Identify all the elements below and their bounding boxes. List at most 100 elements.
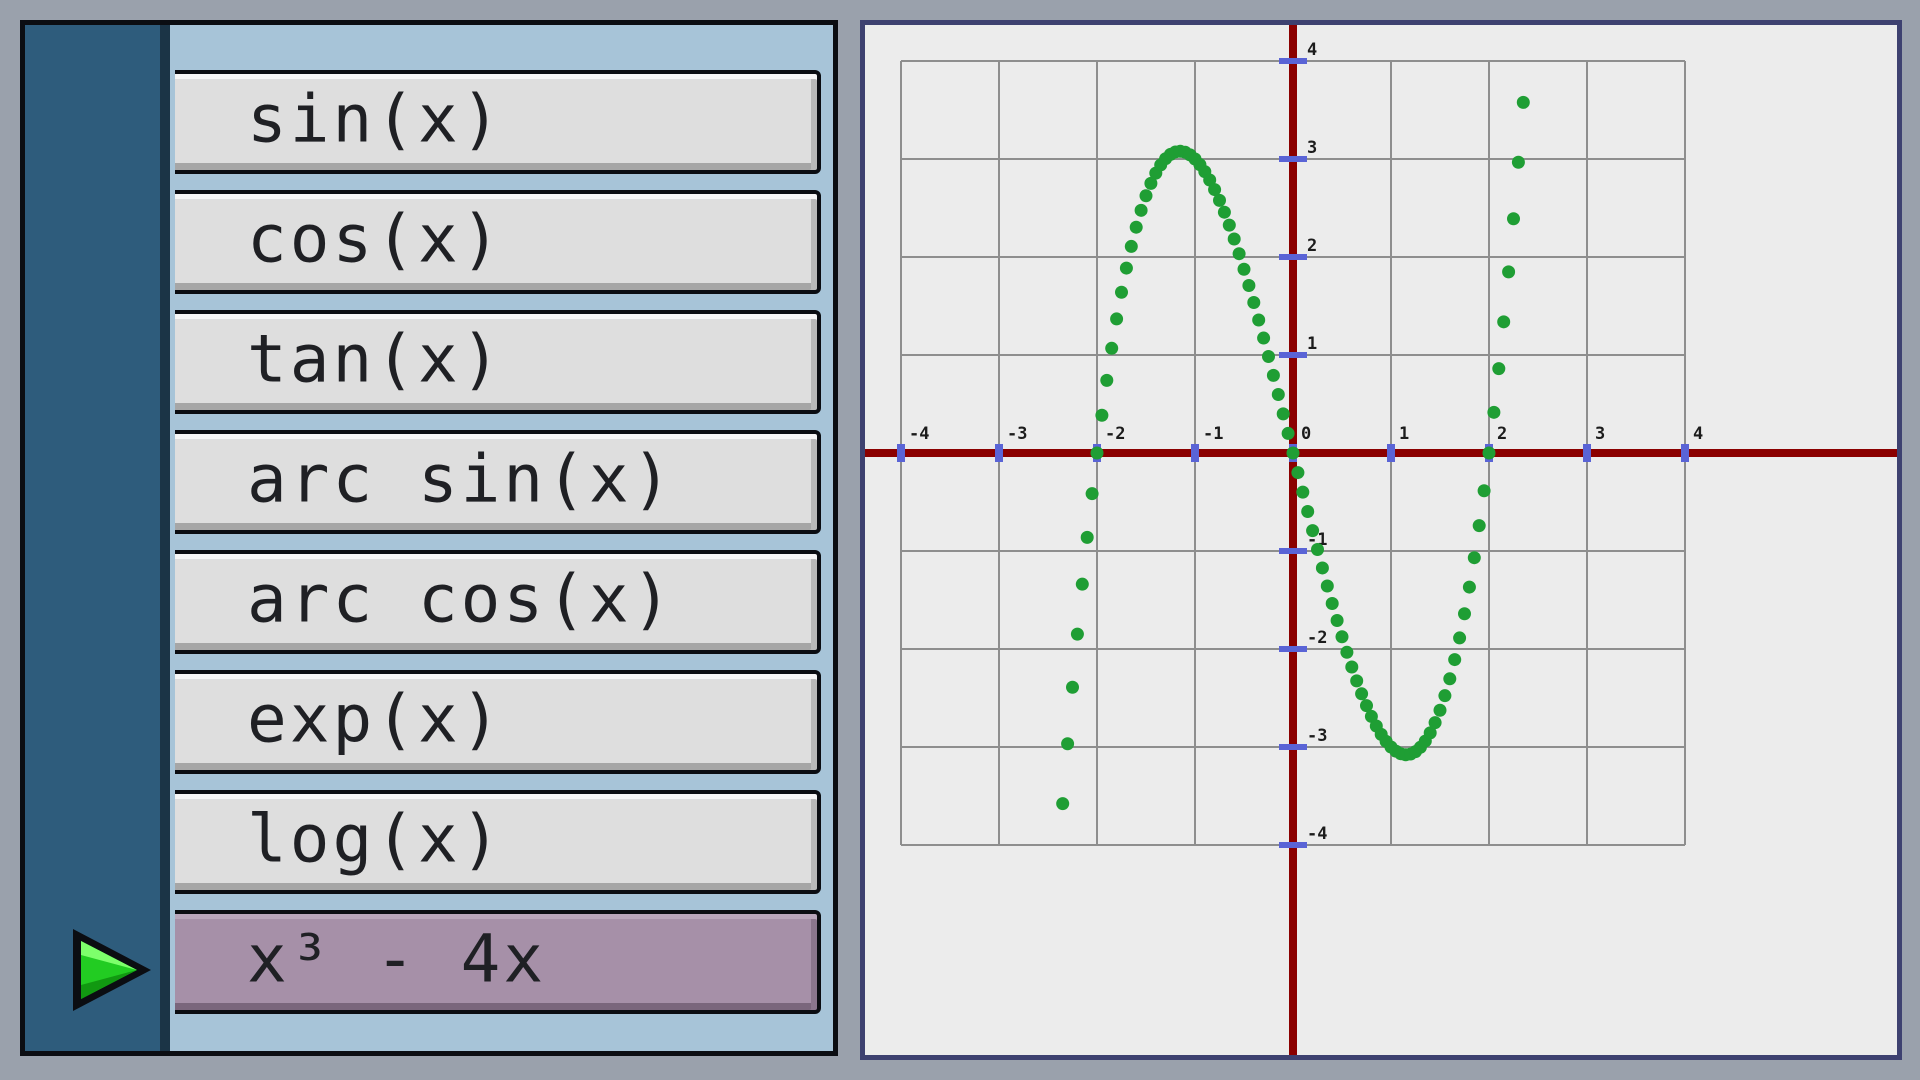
plot-point [1070,627,1084,641]
x-tick-marker [1681,444,1689,462]
plot-point [1124,239,1138,253]
plot-point [1247,295,1261,309]
plot-point [1492,362,1506,376]
plot-point [1129,220,1143,234]
plot-point [1472,519,1486,533]
function-button-tan[interactable]: tan(x) [175,310,821,414]
y-tick-marker [1279,156,1307,162]
plot-point [1482,446,1496,460]
x-tick-marker [1387,444,1395,462]
plot-point [1458,607,1471,621]
plot-point [1257,331,1271,345]
function-button-label: arc cos(x) [247,560,675,638]
x-tick-marker [897,444,905,462]
plot-point [1266,368,1280,382]
function-button-arcsin[interactable]: arc sin(x) [175,430,821,534]
function-button-arccos[interactable]: arc cos(x) [175,550,821,654]
y-tick-marker [1279,352,1307,358]
function-menu-panel: sin(x) cos(x) tan(x) arc sin(x) arc cos(… [20,20,838,1056]
function-button-label: arc sin(x) [247,440,675,518]
y-tick-label: 1 [1307,334,1317,354]
function-list: sin(x) cos(x) tan(x) arc sin(x) arc cos(… [175,70,821,1030]
plot-point [1507,212,1520,226]
plot-point [1467,551,1481,565]
plot-point [1443,672,1457,686]
plot-point [1237,262,1251,276]
plot-point [1438,689,1452,703]
plot-point [1090,446,1104,460]
plot-point [1301,504,1315,518]
plot-point [1262,350,1275,364]
function-button-label: tan(x) [247,320,504,398]
y-tick-label: 2 [1307,236,1317,256]
x-tick-label: 1 [1399,424,1409,444]
plot-point [1340,645,1354,659]
plot-point [1271,388,1285,402]
menu-rail [25,25,170,1051]
plot-point [1213,193,1226,207]
plot-point [1428,716,1442,730]
function-button-log[interactable]: log(x) [175,790,821,894]
x-tick-marker [995,444,1003,462]
y-tick-marker [1279,744,1307,750]
plot-point [1364,709,1378,723]
plot-point [1134,203,1148,217]
y-tick-marker [1279,254,1307,260]
plot-point [1276,407,1290,421]
plot-point [1227,232,1241,246]
plot-point [1511,155,1525,169]
function-button-sin[interactable]: sin(x) [175,70,821,174]
plot-point [1306,524,1320,538]
function-button-cos[interactable]: cos(x) [175,190,821,294]
plot-point [1320,579,1334,593]
plot-point [1105,341,1119,355]
plot-point [1325,597,1339,611]
plot-point [1115,285,1128,299]
plot-point [1252,313,1266,327]
function-button-label: log(x) [247,800,504,878]
plot-point [1487,405,1501,419]
function-button-exp[interactable]: exp(x) [175,670,821,774]
function-button-label: x³ - 4x [247,920,547,998]
plot-point [1075,577,1089,591]
plot-point [1222,218,1236,232]
plot-point [1502,265,1516,279]
plot-point [1056,797,1070,811]
plot-point [1232,247,1246,261]
plot-point [1095,408,1109,422]
y-tick-label: 3 [1307,138,1317,158]
plot-point [1110,312,1124,326]
plot-point [1497,315,1511,329]
x-tick-label: -4 [909,424,929,444]
plot-point [1355,687,1369,701]
y-tick-marker [1279,58,1307,64]
x-tick-label: -3 [1007,424,1027,444]
function-button-cubic[interactable]: x³ - 4x [175,910,821,1014]
plot-point [1296,485,1310,499]
plot-point [1061,737,1075,751]
plot-point [1208,183,1222,197]
plot-point [1203,173,1217,187]
plot-point [1281,426,1295,440]
plot-point [1350,674,1364,688]
x-tick-marker [1191,444,1199,462]
plot-point [1448,653,1462,667]
x-tick-label: 3 [1595,424,1605,444]
plot-point [1311,542,1324,556]
x-tick-label: 2 [1497,424,1507,444]
axes [865,25,1897,1055]
x-tick-label: 4 [1693,424,1703,444]
plot-point [1217,205,1231,219]
y-tick-marker [1279,548,1307,554]
plot-point [1139,189,1153,203]
y-tick-label: -4 [1307,824,1327,844]
plot-point [1345,660,1359,674]
plot-point [1335,630,1349,644]
plot-point [1315,561,1329,575]
plot-point [1286,446,1300,460]
plot-point [1100,373,1114,387]
y-tick-marker [1279,646,1307,652]
plot-point [1433,703,1447,717]
